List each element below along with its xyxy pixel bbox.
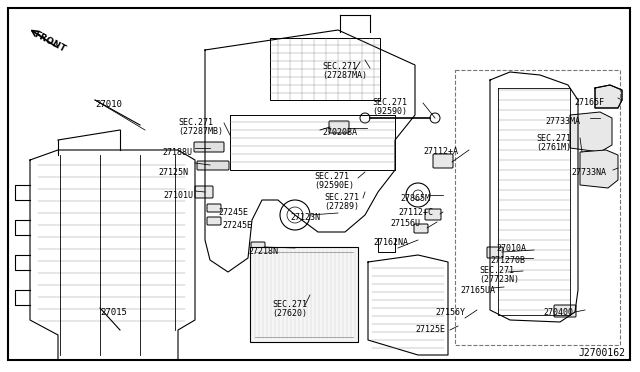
Text: 27733NA: 27733NA (571, 168, 606, 177)
Bar (250, 247, 358, 342)
FancyBboxPatch shape (197, 161, 229, 170)
Text: (27287MA): (27287MA) (322, 71, 367, 80)
Text: 27112+A: 27112+A (423, 147, 458, 156)
FancyBboxPatch shape (433, 154, 453, 168)
Text: 27125E: 27125E (415, 325, 445, 334)
FancyBboxPatch shape (425, 209, 441, 220)
Text: 27245E: 27245E (218, 208, 248, 217)
FancyBboxPatch shape (329, 121, 349, 133)
FancyBboxPatch shape (487, 247, 503, 258)
Text: SEC.271: SEC.271 (479, 266, 514, 275)
FancyBboxPatch shape (414, 224, 428, 233)
Text: FRONT: FRONT (33, 30, 67, 54)
Text: SEC.271: SEC.271 (272, 300, 307, 309)
Polygon shape (580, 150, 618, 188)
FancyBboxPatch shape (207, 217, 221, 225)
Polygon shape (595, 85, 622, 108)
Text: 27218N: 27218N (248, 247, 278, 256)
Text: SEC.271: SEC.271 (372, 98, 407, 107)
Text: (27620): (27620) (272, 309, 307, 318)
Text: SEC.271: SEC.271 (536, 134, 571, 143)
Text: 27245E: 27245E (222, 221, 252, 230)
Text: SEC.271: SEC.271 (178, 118, 213, 127)
Text: SEC.271: SEC.271 (314, 172, 349, 181)
Text: (2761M): (2761M) (536, 143, 571, 152)
FancyBboxPatch shape (554, 305, 576, 317)
Text: SEC.271: SEC.271 (324, 193, 359, 202)
Text: 27112+C: 27112+C (398, 208, 433, 217)
Text: 27010: 27010 (95, 100, 122, 109)
Text: 27125N: 27125N (158, 168, 188, 177)
Text: 27101U: 27101U (163, 191, 193, 200)
Text: (92590E): (92590E) (314, 181, 354, 190)
Text: (92590): (92590) (372, 107, 407, 116)
Text: 27165F: 27165F (574, 98, 604, 107)
FancyBboxPatch shape (207, 204, 221, 212)
FancyBboxPatch shape (195, 186, 213, 198)
Polygon shape (570, 112, 612, 152)
Bar (455, 70, 620, 345)
Text: 27156Y: 27156Y (435, 308, 465, 317)
Text: 27865M: 27865M (400, 194, 430, 203)
FancyBboxPatch shape (194, 142, 224, 152)
Text: SEC.271: SEC.271 (322, 62, 357, 71)
Text: 271270B: 271270B (490, 256, 525, 265)
Text: 27123N: 27123N (290, 213, 320, 222)
Text: (27287MB): (27287MB) (178, 127, 223, 136)
Text: (27723N): (27723N) (479, 275, 519, 284)
Text: 27188U: 27188U (162, 148, 192, 157)
Text: 27162NA: 27162NA (373, 238, 408, 247)
FancyBboxPatch shape (251, 242, 265, 252)
Text: 27015: 27015 (100, 308, 127, 317)
Text: (27289): (27289) (324, 202, 359, 211)
Text: 27020BA: 27020BA (322, 128, 357, 137)
Text: 27156U: 27156U (390, 219, 420, 228)
Text: J2700162: J2700162 (578, 348, 625, 358)
Text: 27165UA: 27165UA (460, 286, 495, 295)
Text: 27733MA: 27733MA (545, 117, 580, 126)
Text: 27010A: 27010A (496, 244, 526, 253)
Text: 270400: 270400 (543, 308, 573, 317)
